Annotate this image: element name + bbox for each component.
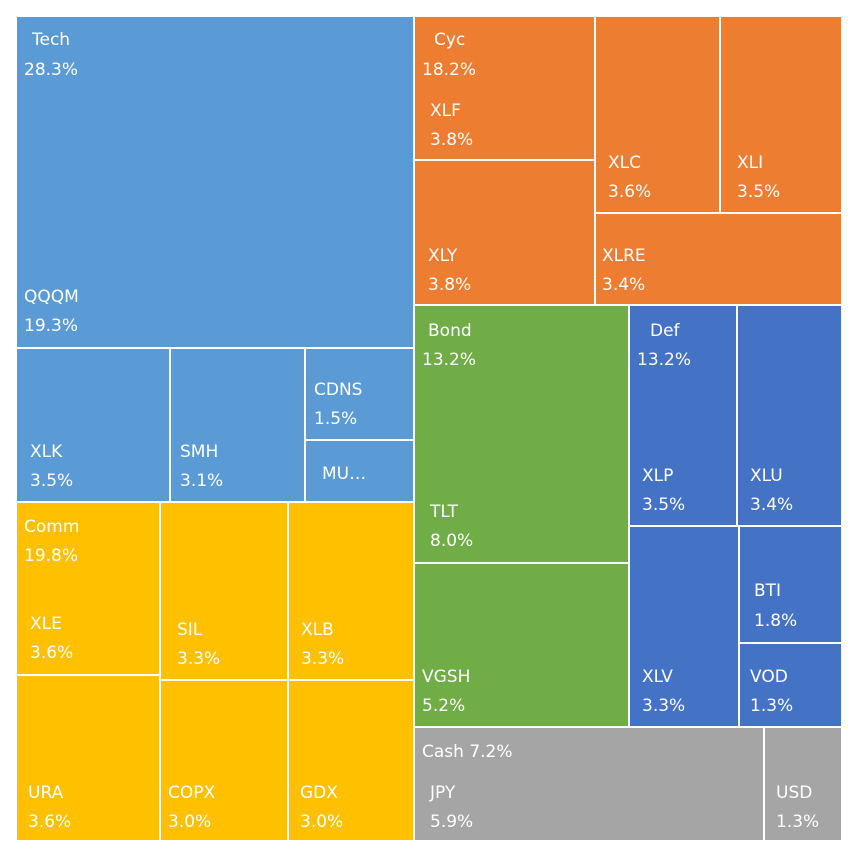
cell-name-label: XLRE: [602, 246, 646, 266]
cell-value-label: 3.6%: [608, 182, 652, 202]
group-value-label: 13.2%: [637, 350, 692, 370]
cell-value-label: 3.0%: [168, 812, 212, 832]
treemap-cell-mu: [305, 440, 414, 502]
group-name-label: Bond: [428, 321, 472, 341]
cell-value-label: 3.5%: [30, 471, 74, 491]
cell-name-label: XLF: [430, 101, 461, 121]
treemap-cell-xlk: [16, 348, 170, 502]
cell-name-label: XLI: [737, 153, 764, 173]
cell-name-label: XLP: [642, 466, 674, 486]
group-value-label: 18.2%: [422, 60, 477, 80]
treemap-cell-xlp: [629, 305, 737, 526]
cell-value-label: 8.0%: [430, 531, 474, 551]
cell-name-label: URA: [28, 783, 64, 803]
cell-name-label: CDNS: [314, 380, 363, 400]
cell-name-label: XLE: [30, 614, 62, 634]
cell-name-label: JPY: [430, 783, 456, 803]
cell-name-label: SIL: [177, 620, 203, 640]
cell-value-label: 3.1%: [180, 471, 224, 491]
cell-value-label: 3.8%: [428, 275, 472, 295]
cell-value-label: 3.6%: [28, 812, 72, 832]
group-name-label: Tech: [32, 30, 71, 50]
cell-name-label: USD: [776, 783, 813, 803]
cell-name-label: XLU: [750, 466, 783, 486]
cell-name-label: TLT: [430, 502, 458, 522]
cell-value-label: 1.3%: [750, 696, 794, 716]
treemap-cell-xlf: [414, 16, 595, 160]
cell-name-label: XLY: [428, 246, 458, 266]
group-name-label: Cyc: [434, 30, 466, 50]
treemap-cell-gdx: [288, 680, 414, 841]
treemap-cell-sil: [160, 502, 288, 680]
cell-name-label: XLK: [30, 442, 63, 462]
cell-name-label: XLV: [642, 667, 673, 687]
group-value-label: 19.8%: [24, 546, 79, 566]
treemap-cell-tlt: [414, 305, 629, 563]
treemap-cell-ura: [16, 675, 160, 841]
treemap-cell-smh: [170, 348, 305, 502]
cell-name-label: MU…: [322, 464, 367, 484]
cell-value-label: 3.3%: [301, 649, 345, 669]
treemap-cell-qqqm: [16, 16, 414, 348]
treemap-cell-xlc: [595, 16, 720, 213]
treemap-cell-usd: [764, 727, 842, 841]
cell-name-label: BTI: [754, 581, 782, 601]
group-value-label: 28.3%: [24, 60, 79, 80]
cell-value-label: 1.8%: [754, 611, 798, 631]
cell-value-label: 5.2%: [422, 696, 466, 716]
cell-value-label: 1.3%: [776, 812, 820, 832]
cell-value-label: 3.4%: [750, 495, 794, 515]
group-value-label: 13.2%: [422, 350, 477, 370]
treemap-cell-xlre: [595, 213, 842, 305]
treemap-cell-xlb: [288, 502, 414, 680]
cell-value-label: 3.3%: [642, 696, 686, 716]
cell-name-label: XLC: [608, 153, 641, 173]
group-name-label: Def: [650, 321, 680, 341]
cell-name-label: SMH: [180, 442, 219, 462]
treemap-cell-xly: [414, 160, 595, 305]
treemap-cell-vod: [739, 643, 842, 727]
cell-name-label: XLB: [301, 620, 334, 640]
cell-value-label: 3.5%: [642, 495, 686, 515]
cell-name-label: VOD: [750, 667, 788, 687]
cell-value-label: 19.3%: [24, 316, 79, 336]
cell-name-label: QQQM: [24, 287, 79, 307]
treemap-cell-xli: [720, 16, 842, 213]
treemap-cell-cdns: [305, 348, 414, 440]
cell-name-label: VGSH: [422, 667, 471, 687]
cell-name-label: GDX: [300, 783, 338, 803]
group-name-label: Comm: [24, 517, 80, 537]
cell-value-label: 1.5%: [314, 409, 358, 429]
treemap-cell-bti: [739, 526, 842, 643]
group-label-cash: Cash 7.2%: [422, 742, 513, 762]
cell-value-label: 5.9%: [430, 812, 474, 832]
cell-value-label: 3.0%: [300, 812, 344, 832]
cell-value-label: 3.8%: [430, 130, 474, 150]
treemap-cell-xle: [16, 502, 160, 675]
treemap-cell-vgsh: [414, 563, 629, 727]
cell-name-label: COPX: [168, 783, 216, 803]
cell-value-label: 3.5%: [737, 182, 781, 202]
cell-value-label: 3.4%: [602, 275, 646, 295]
treemap-cell-xlu: [737, 305, 842, 526]
treemap-cell-xlv: [629, 526, 739, 727]
cell-value-label: 3.6%: [30, 643, 74, 663]
treemap-cell-jpy: [414, 727, 764, 841]
cell-value-label: 3.3%: [177, 649, 221, 669]
treemap-cell-copx: [160, 680, 288, 841]
